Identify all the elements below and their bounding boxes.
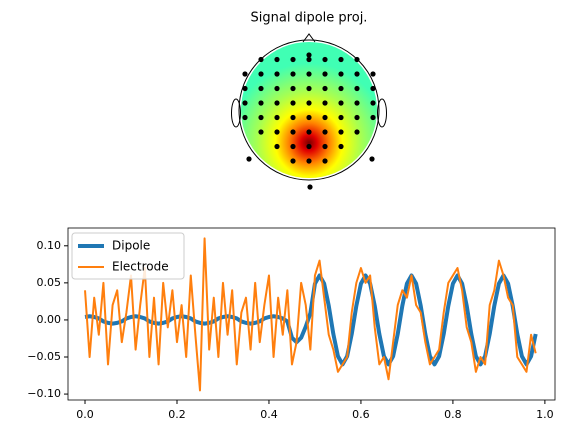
legend-label: Electrode — [112, 260, 169, 274]
sensor — [242, 85, 248, 92]
sensor — [306, 52, 312, 58]
sensor — [307, 184, 313, 190]
sensor — [354, 85, 360, 92]
sensor — [322, 85, 328, 92]
sensor — [354, 129, 360, 135]
y-tick-label: −0.10 — [27, 387, 61, 400]
sensor — [290, 85, 296, 92]
y-tick-label: 0.10 — [37, 239, 62, 252]
sensor — [306, 158, 312, 164]
sensor — [338, 114, 344, 121]
sensor — [290, 71, 296, 77]
sensor — [354, 71, 360, 77]
sensor — [354, 100, 360, 106]
x-tick-label: 1.0 — [536, 408, 554, 421]
sensor — [306, 143, 312, 150]
sensor — [322, 143, 328, 150]
series-line — [84, 237, 537, 392]
sensor — [274, 85, 280, 92]
sensor — [274, 143, 280, 150]
sensor — [322, 114, 328, 121]
sensor — [338, 56, 344, 63]
sensor — [274, 56, 280, 63]
sensors — [242, 52, 376, 190]
sensor — [258, 114, 264, 121]
nose — [302, 33, 316, 43]
sensor — [306, 71, 312, 77]
sensor — [322, 56, 328, 63]
sensor — [370, 71, 376, 77]
sensor — [290, 129, 296, 135]
sensor — [258, 129, 264, 135]
sensor — [338, 100, 344, 106]
sensor — [290, 143, 296, 150]
sensor — [290, 158, 296, 164]
sensor — [258, 71, 264, 77]
topomap — [231, 33, 387, 190]
sensor — [274, 71, 280, 77]
sensor — [258, 85, 264, 92]
sensor — [306, 56, 312, 63]
heatmap — [241, 42, 377, 178]
legend-label: Dipole — [112, 239, 150, 253]
sensor — [306, 85, 312, 92]
sensor — [322, 129, 328, 135]
sensor — [322, 100, 328, 106]
sensor — [290, 114, 296, 121]
sensor — [306, 114, 312, 121]
sensor — [274, 129, 280, 135]
sensor — [274, 100, 280, 106]
sensor — [370, 100, 376, 106]
sensor — [322, 158, 328, 164]
sensor — [258, 100, 264, 106]
sensor — [338, 71, 344, 77]
sensor — [338, 143, 344, 150]
x-tick-label: 0.8 — [444, 408, 462, 421]
head-outline — [238, 39, 380, 181]
y-tick-label: 0.00 — [37, 313, 62, 326]
y-tick-label: 0.05 — [37, 276, 62, 289]
sensor — [338, 129, 344, 135]
topomap-title: Signal dipole proj. — [251, 11, 368, 26]
sensor — [258, 56, 264, 63]
sensor — [354, 56, 360, 63]
sensor — [322, 71, 328, 77]
sensor — [274, 114, 280, 121]
sensor — [338, 85, 344, 92]
sensor — [354, 114, 360, 121]
sensor — [306, 129, 312, 135]
line-plot: 0.0 0.2 0.4 0.6 0.8 1.0 −0.10 −0.05 0.00 0.05 0.10… — [27, 227, 556, 421]
sensor — [242, 71, 248, 77]
sensor — [290, 56, 296, 63]
sensor — [290, 100, 296, 106]
y-tick-label: −0.05 — [27, 350, 61, 363]
sensor — [242, 100, 248, 106]
x-tick-label: 0.2 — [168, 408, 186, 421]
sensor — [370, 114, 376, 121]
x-tick-label: 0.0 — [76, 408, 94, 421]
ear — [377, 98, 387, 128]
sensor — [369, 156, 375, 162]
sensor — [306, 100, 312, 106]
x-tick-label: 0.6 — [352, 408, 370, 421]
ear — [231, 98, 241, 128]
sensor — [242, 114, 248, 121]
sensor — [370, 85, 376, 92]
sensor — [246, 156, 252, 162]
x-tick-label: 0.4 — [260, 408, 278, 421]
axes-frame — [67, 227, 556, 401]
